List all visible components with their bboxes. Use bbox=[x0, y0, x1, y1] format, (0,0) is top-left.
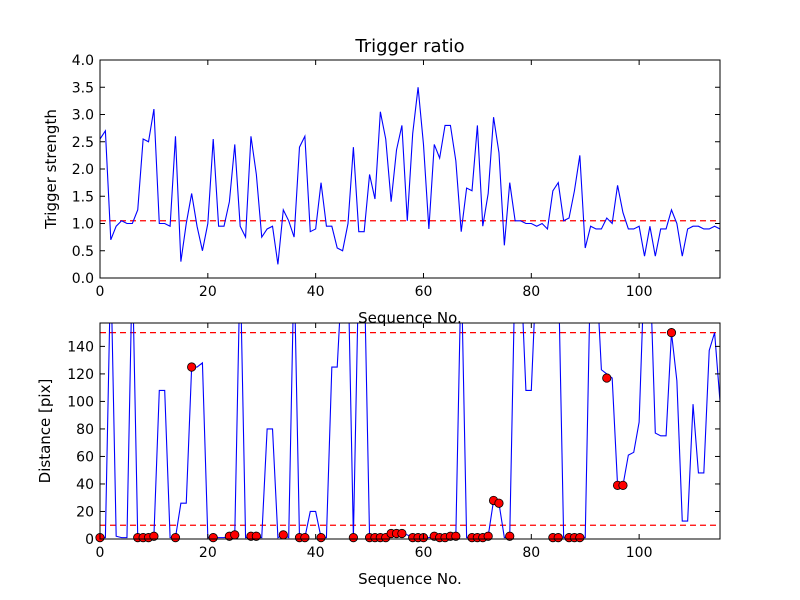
top-xtick-label: 80 bbox=[522, 284, 540, 300]
top-ytick-label: 2.0 bbox=[72, 162, 94, 178]
bottom-ytick-label: 40 bbox=[76, 477, 94, 493]
top-ytick-label: 3.0 bbox=[72, 108, 94, 124]
top-ytick-label: 1.0 bbox=[72, 217, 94, 233]
bottom-data-point bbox=[208, 533, 218, 543]
top-chart-xlabel: Sequence No. bbox=[358, 309, 462, 327]
bottom-xtick-label: 100 bbox=[626, 545, 653, 561]
bottom-data-point bbox=[451, 531, 461, 541]
bottom-ytick-label: 0 bbox=[85, 532, 94, 548]
bottom-data-point bbox=[553, 533, 563, 543]
bottom-chart-ylabel: Distance [pix] bbox=[36, 379, 54, 484]
bottom-ytick-label: 80 bbox=[76, 422, 94, 438]
bottom-xtick-label: 80 bbox=[522, 545, 540, 561]
bottom-data-point bbox=[170, 533, 181, 543]
top-xtick-label: 100 bbox=[626, 284, 653, 300]
bottom-ytick-label: 100 bbox=[67, 394, 94, 410]
top-ytick-label: 1.5 bbox=[72, 189, 94, 205]
top-chart-panel: 0 20 40 60 80 100 0.0 0.5 1.0 1.5 2.0 2.5 3.0 3.5 4.0 bbox=[72, 53, 721, 300]
top-ytick-label: 0.5 bbox=[72, 244, 94, 260]
bottom-data-point bbox=[251, 531, 261, 541]
bottom-data-point bbox=[348, 533, 358, 543]
bottom-xtick-label: 40 bbox=[307, 545, 325, 561]
bottom-ytick-label: 140 bbox=[67, 339, 94, 355]
bottom-xtick-label: 60 bbox=[415, 545, 433, 561]
top-xtick-label: 0 bbox=[96, 284, 105, 300]
bottom-xtick-label: 20 bbox=[199, 545, 217, 561]
bottom-chart-xlabel: Sequence No. bbox=[358, 570, 462, 588]
top-chart-title: Trigger ratio bbox=[354, 36, 464, 57]
bottom-data-point bbox=[602, 373, 612, 383]
bottom-data-point bbox=[494, 498, 504, 508]
bottom-xtick-label: 0 bbox=[96, 545, 105, 561]
bottom-data-point bbox=[575, 533, 585, 543]
bottom-ytick-label: 60 bbox=[76, 449, 94, 465]
bottom-data-point bbox=[618, 480, 628, 490]
top-ytick-label: 4.0 bbox=[72, 53, 94, 69]
top-series-line bbox=[100, 87, 720, 265]
bottom-data-point bbox=[316, 533, 326, 543]
top-xtick-label: 60 bbox=[415, 284, 433, 300]
bottom-ytick-label: 20 bbox=[76, 504, 94, 520]
bottom-data-point bbox=[666, 328, 677, 338]
bottom-chart-panel: 0 20 40 60 80 100 0 20 40 60 80 100 120 140 bbox=[67, 322, 721, 561]
bottom-axes-frame bbox=[99, 322, 721, 540]
top-xtick-label: 20 bbox=[199, 284, 217, 300]
bottom-ytick-label: 120 bbox=[67, 367, 94, 383]
bottom-data-point bbox=[483, 531, 493, 541]
bottom-data-point bbox=[505, 531, 515, 541]
bottom-data-point bbox=[230, 530, 240, 540]
bottom-data-point bbox=[300, 533, 310, 543]
top-xtick-label: 40 bbox=[307, 284, 325, 300]
top-ytick-label: 2.5 bbox=[72, 135, 94, 151]
bottom-data-point bbox=[397, 528, 407, 539]
bottom-data-point bbox=[149, 531, 159, 541]
bottom-data-point bbox=[187, 362, 197, 372]
top-ytick-label: 0.0 bbox=[72, 271, 94, 287]
bottom-data-point bbox=[278, 530, 288, 540]
top-chart-ylabel: Trigger strength bbox=[42, 109, 60, 230]
top-ytick-label: 3.5 bbox=[72, 80, 94, 96]
